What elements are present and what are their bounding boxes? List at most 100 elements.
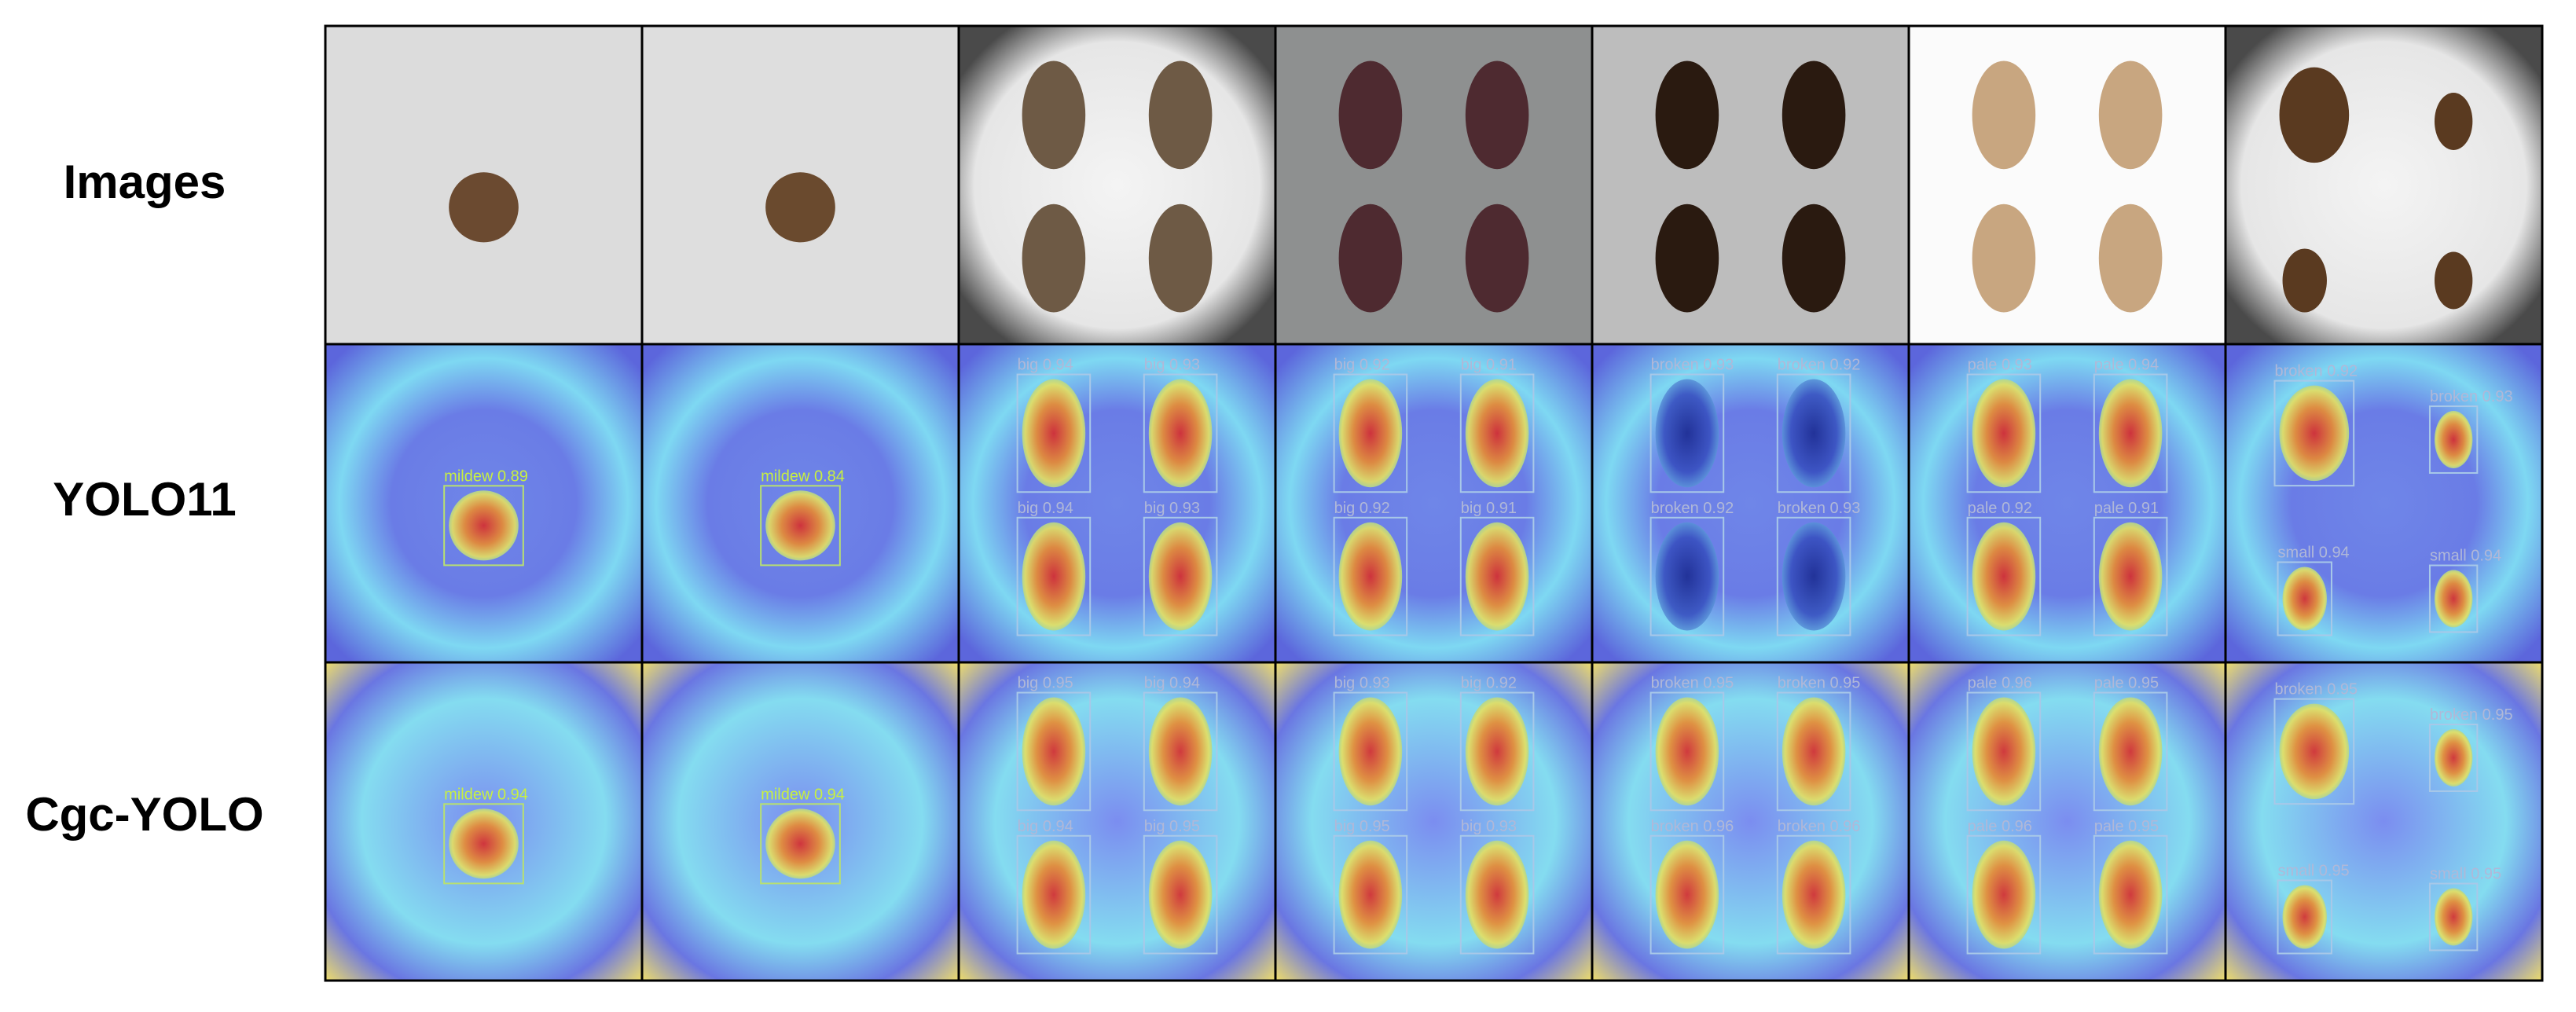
heat-spot	[1655, 697, 1719, 806]
detection-box	[1649, 373, 1725, 493]
detection-label: big 0.95	[1334, 818, 1390, 835]
detection-label: pale 0.92	[1968, 500, 2032, 517]
detection-label: big 0.94	[1018, 500, 1073, 517]
detection-label: broken 0.93	[2430, 388, 2513, 405]
detection-box	[1016, 691, 1092, 812]
detection-label: big 0.93	[1334, 675, 1390, 692]
detection-box	[1459, 834, 1535, 955]
heatmap-cell	[1591, 343, 1910, 664]
heat-spot	[765, 490, 835, 561]
heat-spot	[2098, 697, 2163, 806]
detection-label: big 0.95	[1018, 675, 1073, 692]
heat-spot	[1465, 522, 1529, 631]
heat-spot	[449, 490, 519, 561]
heat-spot	[1972, 522, 2036, 631]
detection-box	[1649, 691, 1725, 812]
detection-box	[1459, 373, 1535, 493]
heat-spot	[2098, 379, 2163, 488]
heat-spot	[1972, 697, 2036, 806]
detection-box	[1649, 834, 1725, 955]
heat-spot	[1022, 522, 1086, 631]
seed	[449, 172, 519, 243]
detection-box	[1143, 516, 1218, 636]
detection-label: big 0.94	[1018, 818, 1073, 835]
seed	[1148, 60, 1213, 170]
heat-spot	[2282, 566, 2327, 631]
heat-spot	[2434, 570, 2473, 628]
heat-spot	[2098, 840, 2163, 949]
seed	[2279, 67, 2350, 163]
detection-box	[1776, 834, 1851, 955]
detection-box	[1016, 834, 1092, 955]
seed	[1972, 60, 2036, 170]
detection-box	[2273, 380, 2355, 487]
image-cell	[1274, 24, 1594, 346]
detection-label: mildew 0.94	[444, 786, 528, 803]
heat-spot	[1148, 522, 1213, 631]
heat-spot	[1148, 379, 1213, 488]
seed	[1148, 204, 1213, 313]
detection-box	[1966, 373, 2042, 493]
detection-box	[1776, 516, 1851, 636]
detection-label: small 0.95	[2278, 863, 2350, 880]
detection-label: big 0.95	[1144, 818, 1200, 835]
heat-spot	[449, 808, 519, 879]
image-cell	[1907, 24, 2227, 346]
detection-box	[1459, 516, 1535, 636]
heat-spot	[1782, 697, 1846, 806]
detection-box	[2093, 834, 2168, 955]
detection-label: big 0.94	[1144, 675, 1200, 692]
heat-spot	[1022, 697, 1086, 806]
heat-spot	[1655, 379, 1719, 488]
detection-box	[2093, 373, 2168, 493]
seed	[1338, 60, 1403, 170]
heat-spot	[1655, 522, 1719, 631]
detection-box	[1459, 691, 1535, 812]
detection-box	[1143, 691, 1218, 812]
heat-spot	[1972, 840, 2036, 949]
heatmap-cell	[1907, 661, 2227, 982]
detection-label: pale 0.96	[1968, 675, 2032, 692]
detection-label: pale 0.93	[1968, 357, 2032, 374]
detection-box	[1333, 834, 1408, 955]
heat-spot	[2282, 885, 2327, 949]
heat-spot	[1022, 840, 1086, 949]
detection-box	[1143, 834, 1218, 955]
seed	[1655, 204, 1719, 313]
detection-label: broken 0.95	[1778, 675, 1861, 692]
detection-label: mildew 0.94	[761, 786, 845, 803]
heat-spot	[1022, 379, 1086, 488]
detection-label: broken 0.92	[1778, 357, 1861, 374]
detection-label: big 0.91	[1461, 500, 1517, 517]
detection-box	[2428, 405, 2479, 474]
detection-label: broken 0.92	[1651, 500, 1734, 517]
seed	[1022, 204, 1086, 313]
heat-spot	[1972, 379, 2036, 488]
detection-box	[1016, 373, 1092, 493]
detection-label: broken 0.96	[1651, 818, 1734, 835]
detection-label: big 0.91	[1461, 357, 1517, 374]
detection-label: broken 0.95	[2275, 681, 2358, 698]
heatmap-cell	[957, 661, 1277, 982]
image-cell	[2224, 24, 2544, 346]
seed	[2434, 93, 2473, 150]
detection-box	[2428, 724, 2479, 792]
heatmap-cell	[1274, 661, 1594, 982]
heat-spot	[1465, 840, 1529, 949]
detection-box	[443, 803, 524, 885]
detection-label: small 0.95	[2430, 866, 2501, 883]
heatmap-cell	[1591, 661, 1910, 982]
heatmap-cell	[957, 343, 1277, 664]
seed	[2098, 60, 2163, 170]
detection-label: mildew 0.89	[444, 468, 528, 485]
seed	[1465, 204, 1529, 313]
heat-spot	[1338, 522, 1403, 631]
heat-spot	[2098, 522, 2163, 631]
heat-spot	[1338, 697, 1403, 806]
detection-box	[1966, 691, 2042, 812]
detection-label: big 0.92	[1334, 500, 1390, 517]
detection-box	[760, 803, 841, 885]
heat-spot	[1465, 379, 1529, 488]
detection-box	[2277, 879, 2332, 955]
detection-label: broken 0.96	[1778, 818, 1861, 835]
